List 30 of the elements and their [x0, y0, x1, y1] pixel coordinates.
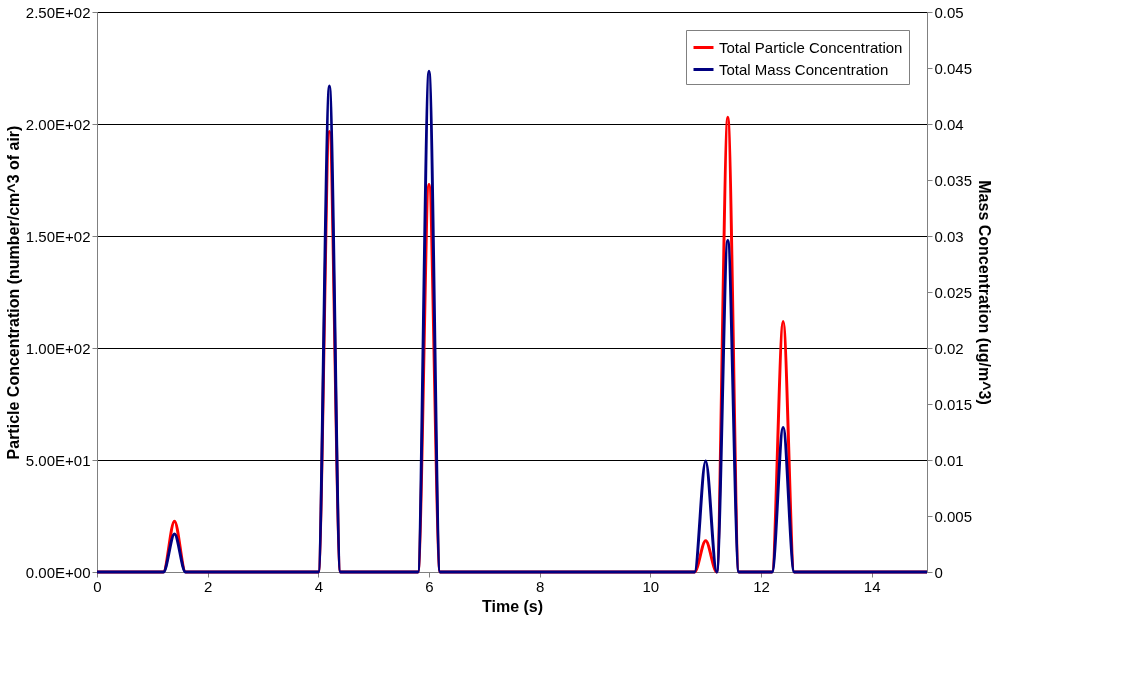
legend-label: Total Particle Concentration [719, 38, 903, 56]
y2-tick-label: 0.03 [934, 227, 964, 245]
y-tick-label: 5.00E+01 [25, 451, 91, 469]
y-tick-label: 1.00E+02 [25, 339, 91, 357]
y-tick-label: 1.50E+02 [25, 227, 91, 245]
y2-tick-label: 0.045 [934, 59, 973, 77]
x-axis-title: Time (s) [481, 597, 544, 615]
y2-tick-label: 0.02 [934, 339, 964, 357]
legend-label: Total Mass Concentration [719, 60, 889, 78]
y-axis-title: Particle Concentration (number/cm^3 of air) [4, 125, 22, 460]
x-tick-label: 4 [314, 577, 324, 595]
x-tick-label: 8 [535, 577, 545, 595]
y-tick-label: 0.00E+00 [25, 563, 91, 581]
y-tick-label: 2.50E+02 [25, 3, 91, 21]
x-tick-label: 10 [642, 577, 660, 595]
x-tick-label: 14 [863, 577, 881, 595]
y2-tick-label: 0.025 [934, 283, 973, 301]
y2-tick-label: 0.035 [934, 171, 973, 189]
y2-tick-label: 0.015 [934, 395, 973, 413]
x-tick-label: 12 [753, 577, 770, 595]
y2-tick-label: 0.01 [934, 451, 964, 469]
x-tick-label: 2 [203, 577, 213, 595]
x-tick-label: 6 [425, 577, 434, 595]
y2-tick-label: 0.005 [934, 507, 973, 525]
y-tick-label: 2.00E+02 [25, 115, 91, 133]
y2-tick-label: 0.04 [934, 115, 964, 133]
x-tick-label: 0 [93, 577, 102, 595]
y2-tick-label: 0 [934, 563, 943, 581]
y2-axis-title: Mass Concentration (ug/m^3) [976, 180, 994, 405]
y2-tick-label: 0.05 [934, 3, 964, 21]
